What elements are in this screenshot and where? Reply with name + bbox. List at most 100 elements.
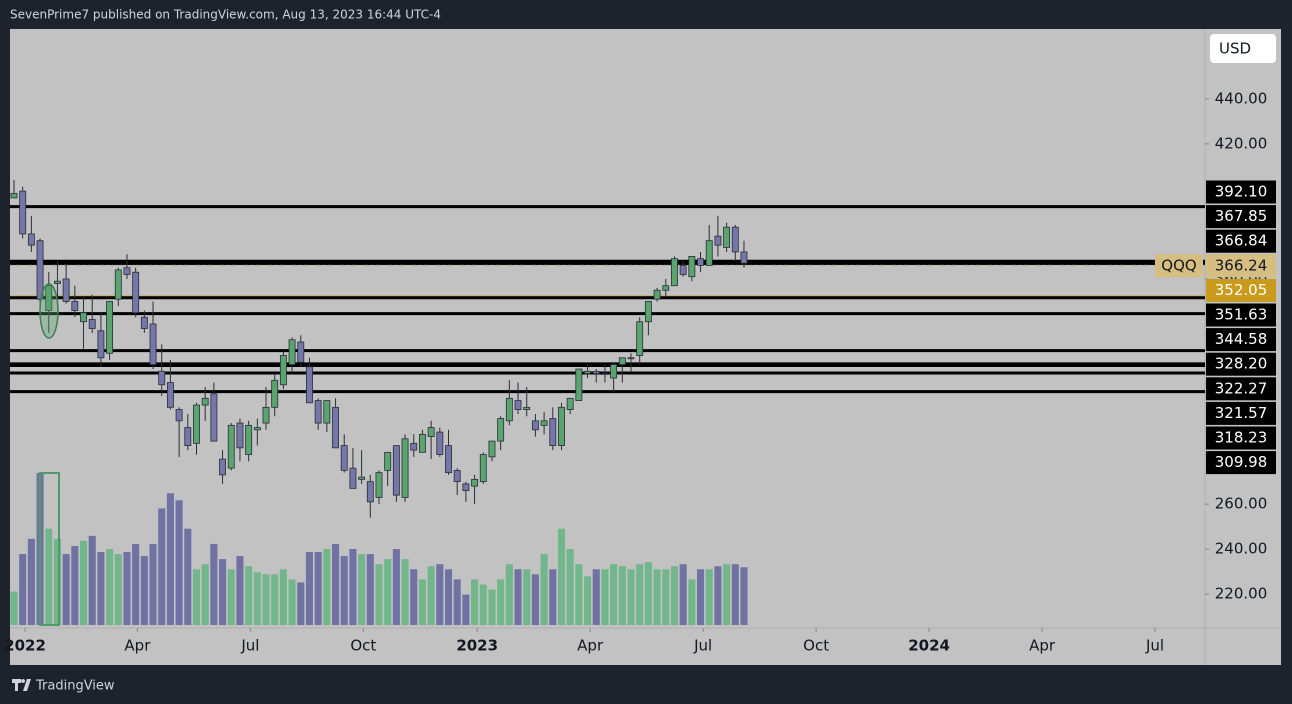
volume-bar xyxy=(670,566,679,625)
x-tick-label: 2023 xyxy=(456,637,498,655)
volume-bar xyxy=(79,540,88,625)
price-label: 367.85 xyxy=(1215,207,1268,225)
volume-bar xyxy=(601,569,609,625)
volume-bar xyxy=(575,564,583,625)
x-tick-label: Apr xyxy=(124,637,151,655)
volume-bar xyxy=(592,569,600,625)
volume-bar xyxy=(618,566,626,625)
axes: 220.00240.00260.00360.00420.00440.002022… xyxy=(4,89,1276,655)
candle-body xyxy=(149,323,157,365)
candle-body xyxy=(227,424,235,469)
candle-body xyxy=(323,400,331,424)
price-label: 322.27 xyxy=(1215,379,1268,397)
candle-body xyxy=(10,192,18,199)
y-tick-label: 260.00 xyxy=(1215,495,1268,513)
symbol-label: QQQ xyxy=(1161,256,1196,274)
candle-body xyxy=(97,330,105,359)
candle-body xyxy=(279,355,287,386)
x-tick-label: 2022 xyxy=(4,637,46,655)
price-label: 366.24 xyxy=(1215,256,1268,274)
volume-bar xyxy=(305,552,314,625)
volume-bar xyxy=(236,556,244,625)
candle-body xyxy=(193,404,200,444)
candle-body xyxy=(349,467,357,489)
candle-body xyxy=(584,370,591,374)
y-tick-label: 240.00 xyxy=(1215,540,1268,558)
candle-body xyxy=(644,301,652,323)
candle-body xyxy=(132,271,140,314)
price-label: 344.58 xyxy=(1215,330,1268,348)
candle-body xyxy=(262,406,270,424)
volume-bar xyxy=(210,543,218,625)
candle-body xyxy=(531,420,539,431)
volume-bar xyxy=(140,556,148,625)
price-label: 318.23 xyxy=(1215,429,1268,447)
volume-bar xyxy=(540,554,548,625)
x-tick-label: 2024 xyxy=(908,637,950,655)
currency-button[interactable] xyxy=(1210,34,1276,63)
volume-bar xyxy=(653,569,661,625)
volume-bar xyxy=(444,569,453,625)
volume-bar xyxy=(436,564,444,625)
candle-body xyxy=(88,319,96,329)
volume-bar xyxy=(453,579,461,625)
candle-body xyxy=(558,406,565,446)
candle-body xyxy=(36,240,44,300)
price-label-bg xyxy=(1206,180,1276,204)
volume-bar xyxy=(97,552,105,625)
volume-bar xyxy=(384,559,392,625)
x-tick-label: Jul xyxy=(1145,637,1164,655)
volume-bar xyxy=(627,569,635,625)
candle-body xyxy=(384,451,392,471)
price-label-bg xyxy=(1206,254,1276,278)
candle-body xyxy=(618,357,626,365)
volume-bar xyxy=(610,564,618,625)
price-label: 309.98 xyxy=(1215,453,1268,471)
candle-body xyxy=(401,438,409,498)
price-label-bg xyxy=(1206,303,1276,327)
candle-body xyxy=(697,258,704,266)
price-label-bg xyxy=(1206,451,1276,475)
volume-bar xyxy=(10,591,18,625)
price-label: 392.10 xyxy=(1215,183,1268,201)
candle-body xyxy=(723,226,731,248)
volume-bar xyxy=(566,549,574,625)
candle-body xyxy=(123,267,131,275)
volume-bar xyxy=(71,545,79,625)
candle-body xyxy=(575,368,583,401)
candle-body xyxy=(705,240,713,266)
volume-bar xyxy=(740,567,748,625)
volume-bar xyxy=(358,554,366,625)
volume-bar xyxy=(375,564,383,625)
y-tick-label: 420.00 xyxy=(1215,134,1268,152)
price-label-bg xyxy=(1206,352,1276,376)
candle-body xyxy=(253,427,261,431)
candle-body xyxy=(505,397,513,422)
volume-bar xyxy=(523,569,531,625)
volume-bar xyxy=(201,564,209,625)
candle-body xyxy=(62,278,70,302)
x-tick-label: Apr xyxy=(1029,637,1056,655)
volume-bar xyxy=(696,569,705,625)
volume-bar xyxy=(175,500,183,625)
candle-body xyxy=(688,256,696,278)
price-label: 352.05 xyxy=(1215,281,1268,299)
price-label-bg xyxy=(1206,426,1276,450)
volume-bar xyxy=(392,549,400,625)
candle-body xyxy=(566,397,574,410)
candle-body xyxy=(731,226,739,253)
y-tick-label: 440.00 xyxy=(1215,89,1268,107)
price-label: 366.84 xyxy=(1215,232,1268,250)
volume-bar xyxy=(192,569,201,625)
chart-pane xyxy=(10,29,1281,665)
volume-bar xyxy=(288,579,296,625)
volume-bar xyxy=(497,579,505,625)
highlight-ellipse xyxy=(39,283,59,339)
candle-body xyxy=(106,301,114,354)
volume-bar xyxy=(636,564,644,625)
candle-body xyxy=(436,431,444,456)
volume-bar xyxy=(245,566,253,625)
candle-body xyxy=(175,409,183,422)
candle-body xyxy=(314,400,322,424)
volume-bar xyxy=(557,528,566,625)
